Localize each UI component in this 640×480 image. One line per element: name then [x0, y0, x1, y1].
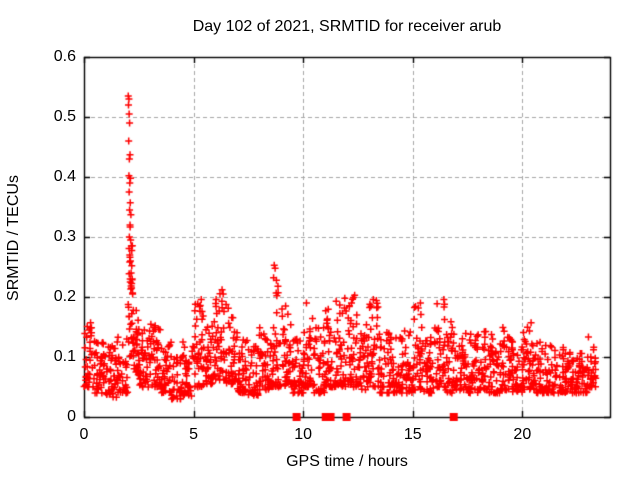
chart-title: Day 102 of 2021, SRMTID for receiver aru… [192, 18, 502, 35]
y-tick-label: 0.5 [53, 108, 76, 125]
y-tick-label: 0.3 [53, 228, 76, 245]
x-tick-label: 5 [189, 426, 199, 443]
x-tick-label: 15 [403, 426, 422, 443]
y-tick-label: 0.1 [53, 348, 76, 365]
y-tick-label: 0.4 [53, 168, 76, 185]
y-tick-label: 0.2 [53, 288, 76, 305]
x-axis-label: GPS time / hours [286, 453, 408, 470]
y-tick-label: 0.6 [53, 48, 76, 65]
x-tick-label: 0 [79, 426, 89, 443]
x-tick-label: 10 [294, 426, 313, 443]
x-tick-label: 20 [513, 426, 532, 443]
y-tick-label: 0 [67, 408, 76, 425]
